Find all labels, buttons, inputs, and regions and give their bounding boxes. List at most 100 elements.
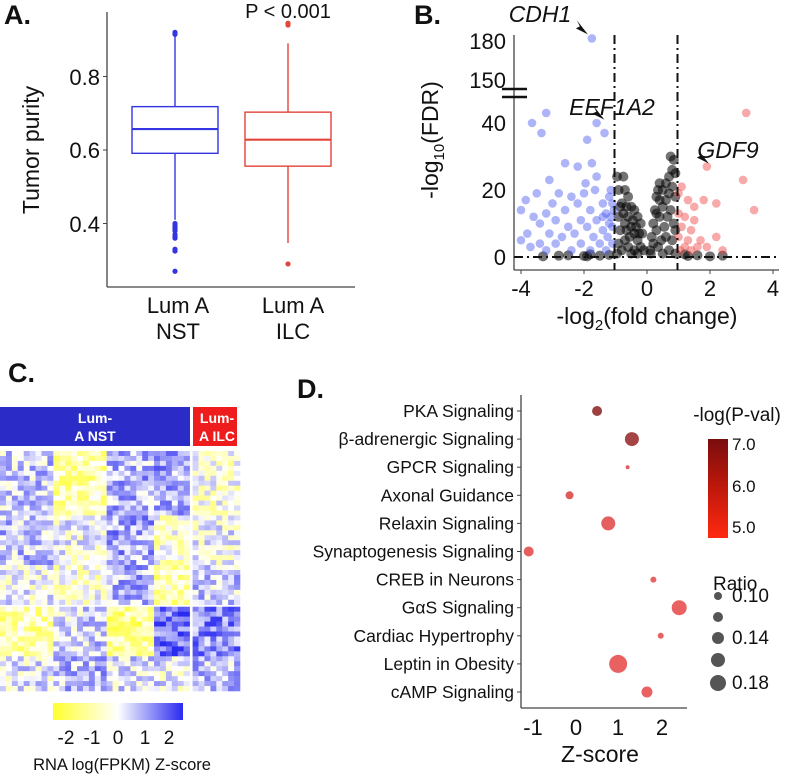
heatmap-cell <box>41 631 48 637</box>
gene-point-ns <box>651 208 662 219</box>
heatmap-cell <box>82 579 90 586</box>
outlier-point <box>172 268 178 274</box>
gene-point-up <box>683 235 693 245</box>
heatmap-cell <box>159 594 167 601</box>
heatmap-cell <box>0 535 7 541</box>
heatmap-cell <box>154 611 161 617</box>
heatmap-cell <box>112 686 119 692</box>
heatmap-cell <box>65 651 72 657</box>
heatmap-cell <box>71 599 78 606</box>
heatmap-cell <box>222 651 229 657</box>
heatmap-cell <box>0 555 7 561</box>
heatmap-cell <box>29 455 36 462</box>
gene-point-down <box>589 232 598 242</box>
heatmap-cell <box>142 594 149 601</box>
heatmap-cell <box>154 505 161 511</box>
heatmap-cell <box>154 451 161 457</box>
heatmap-cell <box>204 626 211 632</box>
heatmap-cell <box>192 525 199 531</box>
heatmap-cell <box>171 500 179 506</box>
heatmap-cell <box>112 681 119 687</box>
heatmap-cell <box>112 451 119 457</box>
heatmap-cell <box>88 515 96 521</box>
heatmap-cell <box>165 676 173 682</box>
gene-point-down <box>532 189 542 198</box>
gene-point-ns <box>621 201 632 212</box>
heatmap-cell <box>71 515 78 521</box>
heatmap-cell <box>100 570 107 576</box>
heatmap-cell <box>216 611 223 617</box>
heatmap-cell <box>59 470 66 477</box>
gene-point-down <box>523 229 532 238</box>
heatmap-cell <box>148 570 155 576</box>
heatmap-cell <box>11 480 19 487</box>
heatmap-cell <box>94 530 102 536</box>
heatmap-cell <box>222 681 229 687</box>
color-legend-tick: 5.0 <box>732 518 756 537</box>
heatmap-cell <box>183 470 190 477</box>
pathway-label: Relaxin Signaling <box>379 513 514 533</box>
heatmap-cell <box>142 574 149 581</box>
heatmap-cell <box>41 505 48 511</box>
heatmap-cell <box>183 594 190 601</box>
heatmap-cell <box>17 686 24 692</box>
heatmap-cell <box>35 570 42 576</box>
heatmap-cell <box>183 455 190 462</box>
heatmap-cell <box>204 611 211 617</box>
heatmap-cell <box>142 515 149 521</box>
heatmap-cell <box>171 579 179 586</box>
heatmap-cell <box>23 550 30 556</box>
heatmap-cell <box>53 500 60 506</box>
heatmap-cell <box>171 636 179 642</box>
heatmap-cell <box>88 495 96 501</box>
heatmap-cell <box>82 606 90 612</box>
heatmap-cell <box>142 686 149 692</box>
heatmap-cell <box>82 480 90 487</box>
heatmap-cell <box>136 626 143 632</box>
gene-point-down <box>586 205 595 215</box>
heatmap-cell <box>53 485 60 491</box>
heatmap-cell <box>106 540 113 546</box>
heatmap-cell <box>118 535 125 541</box>
heatmap-cell <box>100 574 107 581</box>
heatmap-cell <box>59 646 66 652</box>
heatmap-cell <box>210 455 217 462</box>
heatmap-cell <box>59 545 66 551</box>
heatmap-cell <box>35 520 42 526</box>
heatmap-cell <box>23 500 30 506</box>
heatmap-cell <box>35 470 42 477</box>
heatmap-cell <box>11 515 19 521</box>
heatmap-cell <box>142 584 149 591</box>
heatmap-cell <box>23 490 30 496</box>
heatmap-cell <box>53 589 60 596</box>
heatmap-cell <box>154 666 161 672</box>
heatmap-cell <box>65 460 72 467</box>
heatmap-cell <box>136 545 143 551</box>
heatmap-cell <box>148 599 155 606</box>
heatmap-cell <box>106 505 113 511</box>
heatmap-cell <box>77 560 84 566</box>
heatmap-cell <box>165 530 173 536</box>
heatmap-cell <box>17 550 24 556</box>
heatmap-cell <box>216 686 223 692</box>
x-tick-label: Lum A <box>147 293 210 318</box>
heatmap-cell <box>106 535 113 541</box>
heatmap-cell <box>53 686 60 692</box>
heatmap-cell <box>53 584 60 591</box>
heatmap-cell <box>165 656 173 662</box>
heatmap-cell <box>234 460 241 467</box>
heatmap-cell <box>71 641 78 647</box>
heatmap-cell <box>228 565 235 571</box>
heatmap-cell <box>234 589 241 596</box>
heatmap-cell <box>204 646 211 652</box>
heatmap-cell <box>112 651 119 657</box>
heatmap-cell <box>82 599 90 606</box>
heatmap-cell <box>29 451 36 457</box>
pathway-bubble <box>625 465 630 470</box>
heatmap-cell <box>159 465 167 472</box>
heatmap-cell <box>118 594 125 601</box>
heatmap-cell <box>210 599 217 606</box>
heatmap-cell <box>118 490 125 496</box>
heatmap-cell <box>71 606 78 612</box>
heatmap-cell <box>5 621 13 627</box>
